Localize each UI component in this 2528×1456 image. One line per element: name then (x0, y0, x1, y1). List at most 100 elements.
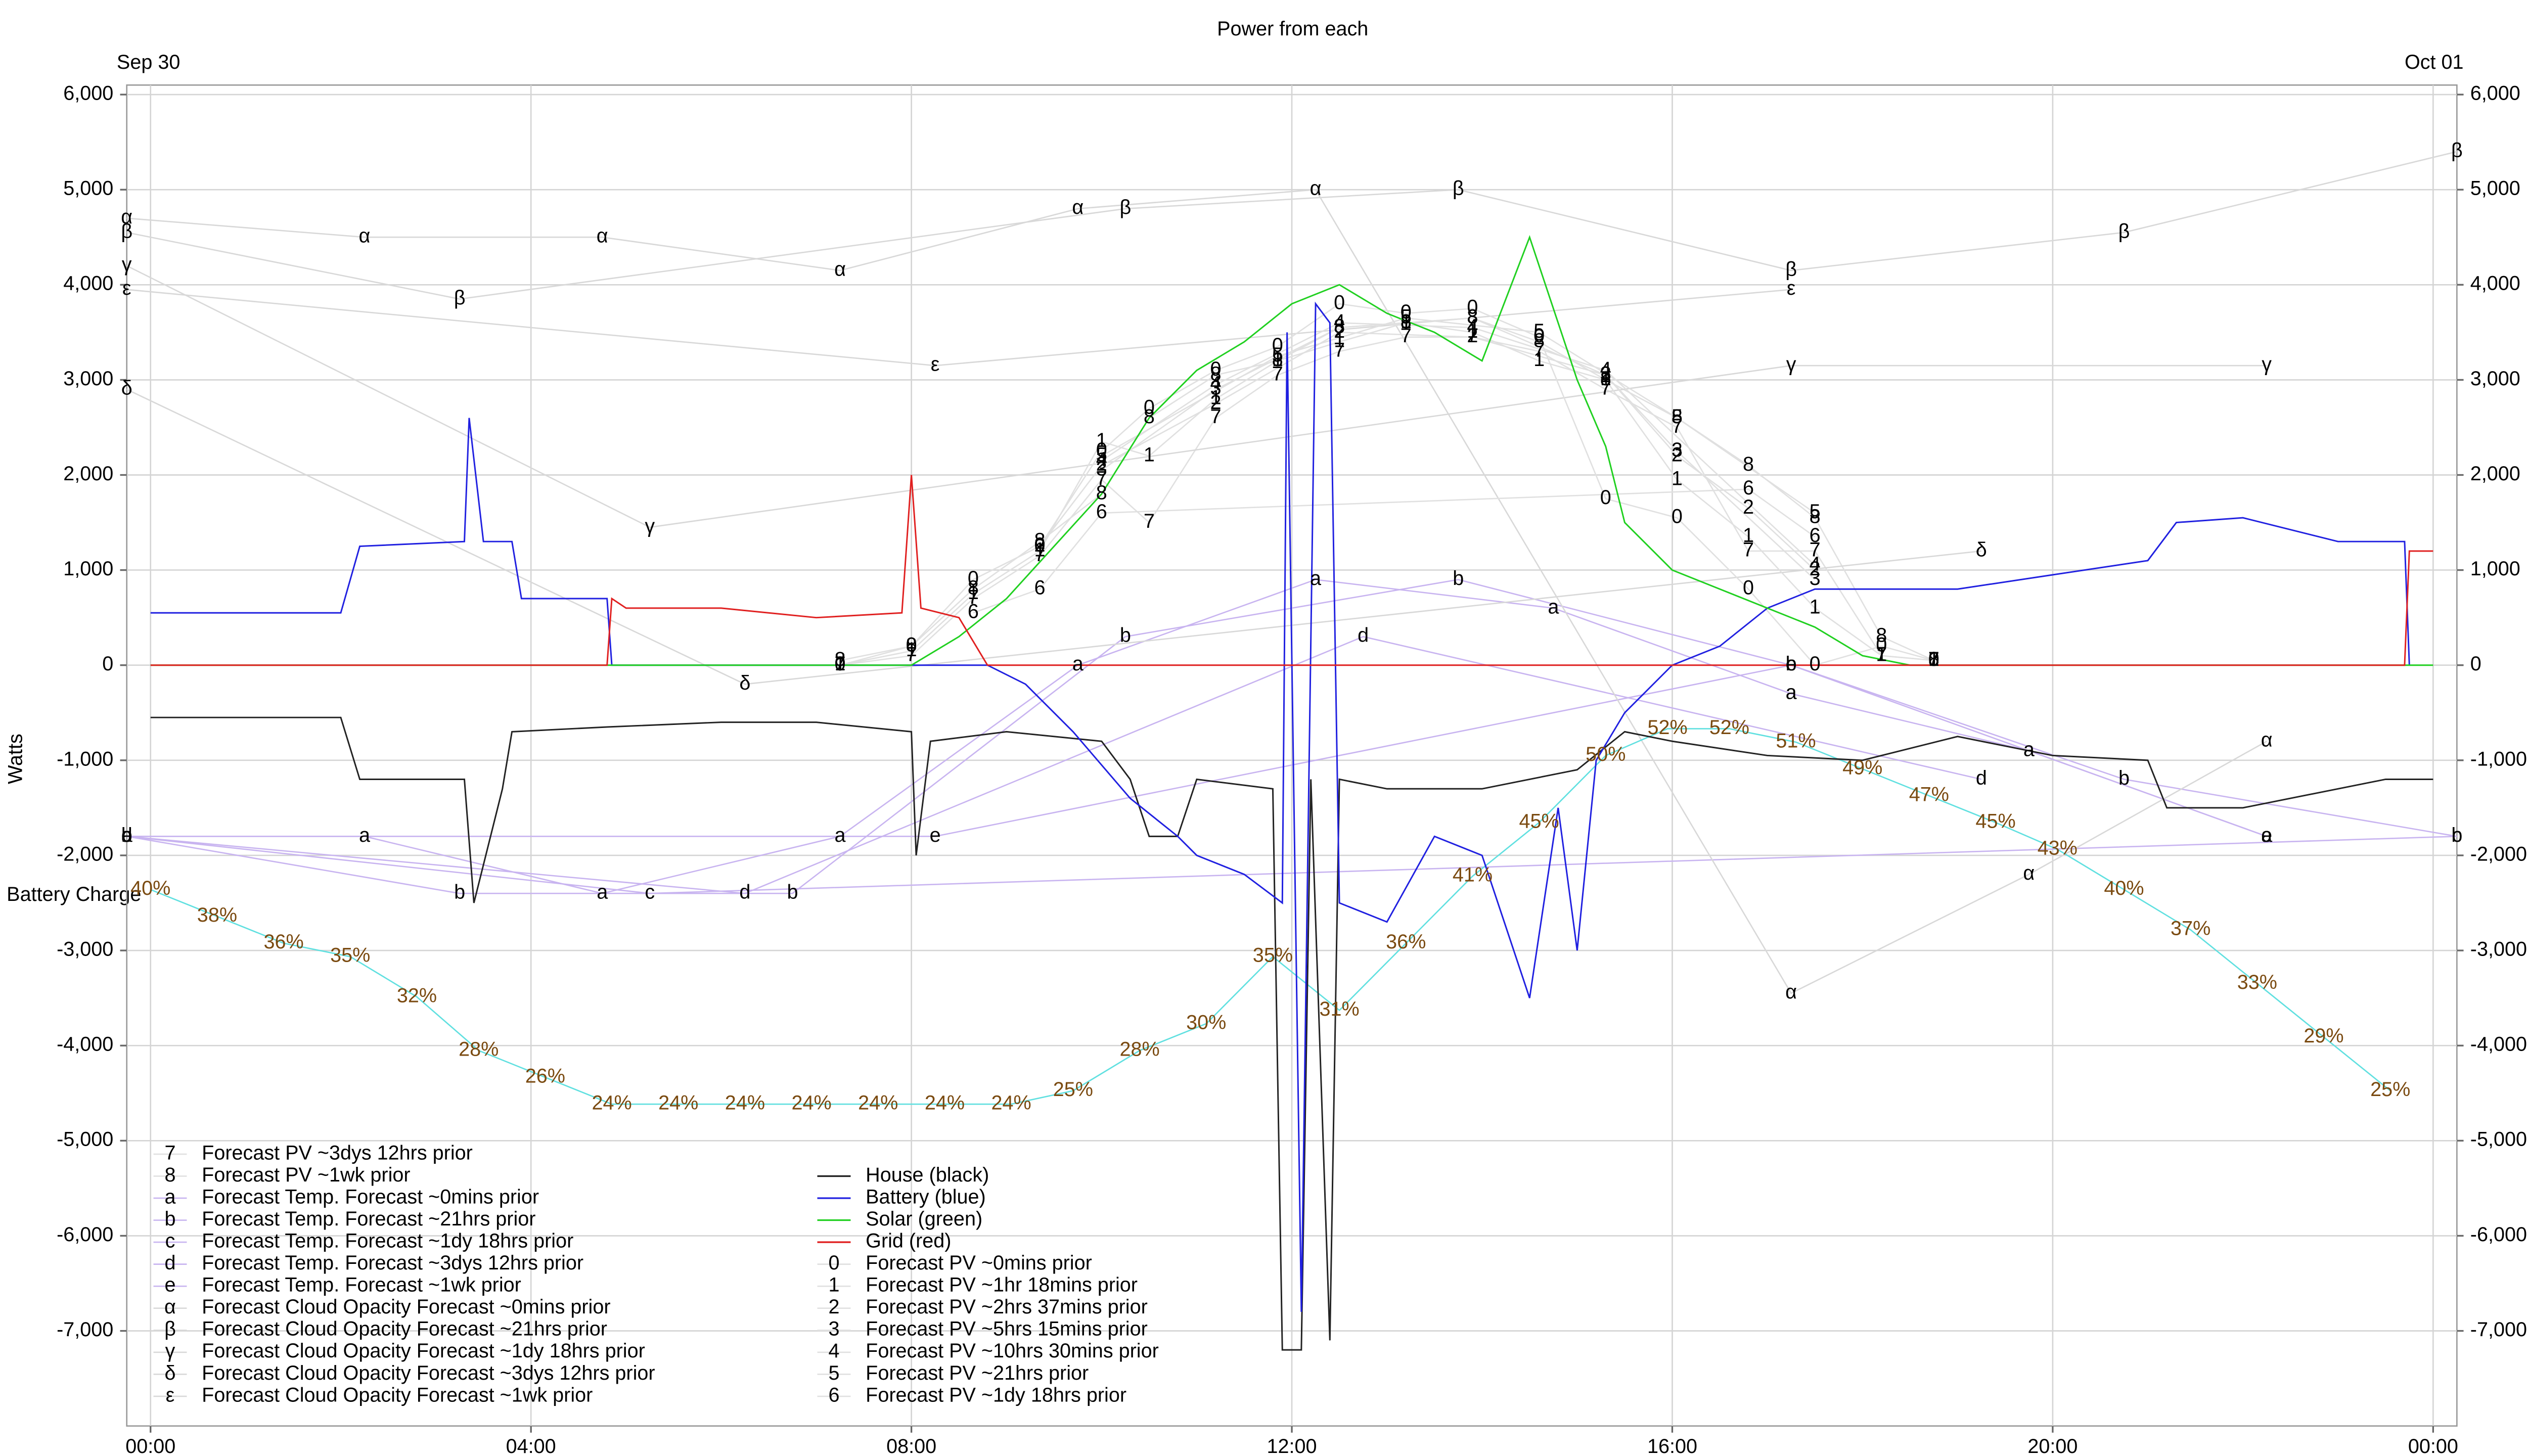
series-line (126, 635, 1982, 894)
forecast-marker: δ (739, 672, 750, 694)
x-tick-label: 12:00 (1267, 1435, 1317, 1456)
forecast-marker: d (1358, 624, 1369, 647)
forecast-marker: 8 (1743, 453, 1754, 475)
series-line (126, 389, 1981, 685)
legend-label: Forecast Cloud Opacity Forecast ~21hrs p… (202, 1318, 607, 1340)
battery-charge-label: 35% (330, 944, 370, 967)
legend-marker: ε (166, 1384, 175, 1406)
legend-marker: α (164, 1296, 176, 1318)
x-tick-label: 04:00 (506, 1435, 556, 1456)
forecast-marker: α (834, 258, 846, 281)
battery-charge-label: 31% (1319, 998, 1359, 1020)
forecast-marker: 8 (1034, 529, 1046, 552)
legend-label: Forecast Cloud Opacity Forecast ~1wk pri… (202, 1384, 593, 1406)
forecast-marker: b (1453, 567, 1464, 589)
forecast-marker: β (454, 287, 466, 309)
forecast-marker: 2 (1743, 496, 1754, 518)
y-tick-label: -2,000 (57, 843, 113, 865)
y-tick-label-right: 4,000 (2470, 272, 2520, 295)
forecast-marker: 6 (1810, 524, 1821, 547)
battery-charge-label: 43% (2038, 837, 2078, 859)
forecast-marker: 1 (1876, 643, 1887, 665)
forecast-marker: c (2452, 824, 2462, 846)
x-tick-label: 00:00 (2408, 1435, 2458, 1456)
forecast-marker: 0 (1144, 396, 1155, 418)
series-line (973, 488, 1816, 614)
forecast-marker: a (1786, 681, 1797, 704)
forecast-marker: 1 (968, 581, 979, 604)
forecast-marker: 0 (1876, 634, 1887, 656)
y-tick-label-right: -3,000 (2470, 938, 2527, 961)
legend-label: Forecast PV ~1hr 18mins prior (866, 1274, 1138, 1296)
forecast-marker: 1 (1144, 443, 1155, 466)
legend-marker: e (164, 1274, 175, 1296)
forecast-marker: 5 (1401, 306, 1412, 328)
legend-marker: 6 (828, 1384, 839, 1406)
battery-charge-label: 36% (263, 931, 303, 953)
forecast-marker: δ (1976, 538, 1987, 561)
battery-charge-label: 24% (592, 1092, 631, 1114)
y-tick-label-right: 6,000 (2470, 82, 2520, 105)
forecast-marker: 0 (1533, 325, 1545, 347)
legend-marker: 4 (828, 1340, 839, 1362)
y-tick-label: -7,000 (57, 1318, 113, 1341)
battery-charge-label: 32% (397, 984, 437, 1007)
battery-charge-label: 37% (2171, 918, 2210, 940)
battery-charge-label: 29% (2304, 1025, 2343, 1047)
series-line (126, 189, 2267, 994)
series-line (126, 836, 2457, 894)
forecast-marker: 6 (1096, 500, 1107, 523)
forecast-marker: ε (931, 353, 940, 376)
y-tick-label-right: -1,000 (2470, 748, 2527, 770)
forecast-marker: 4 (1096, 448, 1107, 471)
battery-charge-label: 45% (1975, 810, 2015, 833)
legend-marker: 2 (828, 1296, 839, 1318)
forecast-marker: 6 (1034, 577, 1046, 599)
battery-charge-line (150, 728, 2391, 1105)
y-tick-label: -6,000 (57, 1223, 113, 1246)
battery-charge-label: 33% (2237, 971, 2277, 993)
x-tick-label: 00:00 (125, 1435, 175, 1456)
forecast-marker: 1 (906, 639, 917, 661)
y-tick-label: -3,000 (57, 938, 113, 961)
forecast-marker: d (739, 881, 750, 903)
battery-charge-label: 40% (2104, 877, 2144, 899)
forecast-marker: 1 (1600, 368, 1611, 390)
forecast-marker: 7 (968, 586, 979, 609)
legend-label: Forecast PV ~5hrs 15mins prior (866, 1318, 1148, 1340)
forecast-marker: d (121, 824, 132, 846)
legend-label: Forecast PV ~3dys 12hrs prior (202, 1142, 473, 1164)
forecast-marker: γ (645, 515, 655, 537)
forecast-marker: 1 (1034, 538, 1046, 561)
forecast-marker: e (1786, 653, 1797, 675)
battery-charge-label: 28% (1119, 1038, 1159, 1060)
y-tick-label: -5,000 (57, 1128, 113, 1151)
battery-charge-label: 52% (1647, 716, 1687, 739)
forecast-marker: 3 (1467, 306, 1478, 328)
forecast-marker: 0 (1600, 486, 1611, 509)
forecast-marker: a (121, 824, 133, 846)
legend-label: House (black) (866, 1164, 989, 1186)
forecast-marker: 2 (1334, 320, 1345, 342)
legend-label: Forecast Cloud Opacity Forecast ~0mins p… (202, 1296, 610, 1318)
forecast-marker: 1 (1810, 596, 1821, 618)
forecast-marker: 2 (1034, 534, 1046, 556)
forecast-marker: 8 (1210, 362, 1222, 385)
forecast-marker: 1 (1401, 310, 1412, 333)
battery-charge-label: 47% (1909, 783, 1949, 805)
legend-marker: 3 (828, 1318, 839, 1340)
forecast-marker: b (2118, 767, 2130, 789)
legend-marker: 1 (828, 1274, 839, 1296)
forecast-marker: 7 (1928, 648, 1939, 670)
forecast-marker: 8 (1467, 306, 1478, 328)
forecast-marker: α (1072, 196, 1084, 218)
legend-marker: 5 (828, 1362, 839, 1384)
y-tick-label: -1,000 (57, 748, 113, 770)
y-tick-label-right: 5,000 (2470, 177, 2520, 200)
forecast-marker: 2 (1210, 391, 1222, 414)
forecast-marker: b (787, 881, 798, 903)
legend-label: Battery (blue) (866, 1186, 986, 1208)
forecast-marker: 7 (1034, 543, 1046, 566)
forecast-marker: 7 (1672, 415, 1683, 437)
